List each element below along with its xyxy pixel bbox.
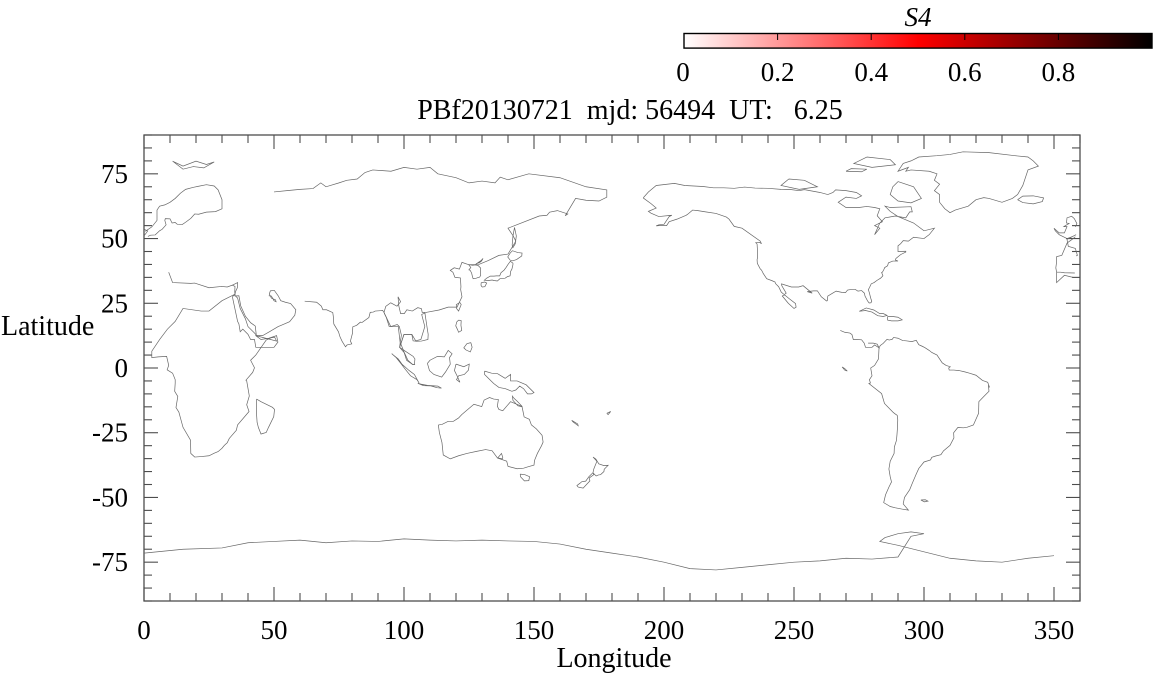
svg-text:0.4: 0.4 [854,57,888,87]
svg-text:0: 0 [137,615,151,645]
svg-text:200: 200 [644,615,685,645]
svg-text:250: 250 [774,615,815,645]
svg-text:-75: -75 [92,547,128,577]
svg-text:0.2: 0.2 [761,57,795,87]
svg-text:100: 100 [384,615,425,645]
svg-text:0: 0 [115,353,129,383]
svg-text:-25: -25 [92,418,128,448]
svg-text:350: 350 [1034,615,1075,645]
svg-text:PBf20130721 mjd: 56494 UT:: PBf20130721 mjd: 56494 UT: 6.25 [417,95,843,126]
svg-text:Longitude: Longitude [556,643,671,674]
svg-text:Latitude: Latitude [1,311,94,342]
svg-text:75: 75 [101,159,128,189]
svg-text:25: 25 [101,288,128,318]
svg-text:0.8: 0.8 [1042,57,1076,87]
svg-text:50: 50 [261,615,288,645]
svg-text:300: 300 [904,615,945,645]
svg-text:50: 50 [101,224,128,254]
svg-text:0.6: 0.6 [948,57,982,87]
svg-text:S4: S4 [905,2,932,32]
svg-text:150: 150 [514,615,555,645]
svg-text:-50: -50 [92,482,128,512]
svg-text:0: 0 [676,57,690,87]
